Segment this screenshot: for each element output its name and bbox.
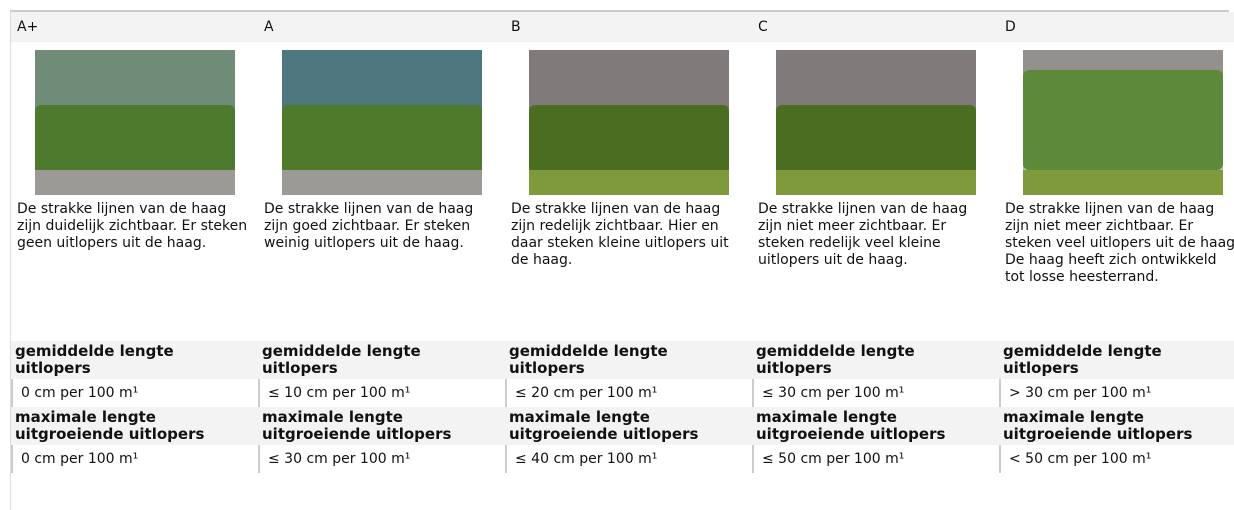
value: ≤ 30 cm per 100 m¹	[258, 445, 505, 473]
grade: D	[999, 12, 1234, 42]
table: A+ De strakke lijnen van de haag zijn du…	[10, 10, 1234, 510]
photo	[1022, 50, 1223, 195]
value: ≤ 10 cm per 100 m¹	[258, 379, 505, 407]
value: 0 cm per 100 m¹	[11, 445, 258, 473]
photo	[528, 50, 729, 195]
heading: gemiddelde lengte uitlopers	[11, 341, 258, 379]
description: De strakke lijnen van de haag zijn duide…	[17, 201, 248, 251]
value: > 30 cm per 100 m¹	[999, 379, 1234, 407]
heading: gemiddelde lengte uitlopers	[999, 341, 1234, 379]
column: B De strakke lijnen van de haag zijn red…	[505, 12, 752, 510]
grade: B	[505, 12, 752, 42]
description: De strakke lijnen van de haag zijn redel…	[511, 201, 729, 268]
grade: C	[752, 12, 999, 42]
value: ≤ 30 cm per 100 m¹	[752, 379, 999, 407]
grade: A+	[11, 12, 258, 42]
value: < 50 cm per 100 m¹	[999, 445, 1234, 473]
description: De strakke lijnen van de haag zijn niet …	[758, 201, 968, 268]
heading: maximale lengte uitgroeiende uitlopers	[11, 407, 258, 445]
photo	[281, 50, 482, 195]
column: C De strakke lijnen van de haag zijn nie…	[752, 12, 999, 510]
heading: gemiddelde lengte uitlopers	[258, 341, 505, 379]
description: De strakke lijnen van de haag zijn niet …	[1005, 201, 1234, 285]
value: 0 cm per 100 m¹	[11, 379, 258, 407]
value: ≤ 50 cm per 100 m¹	[752, 445, 999, 473]
column: D De strakke lijnen van de haag zijn nie…	[999, 12, 1234, 510]
heading: gemiddelde lengte uitlopers	[505, 341, 752, 379]
value: ≤ 40 cm per 100 m¹	[505, 445, 752, 473]
heading: maximale lengte uitgroeiende uitlopers	[258, 407, 505, 445]
heading: maximale lengte uitgroeiende uitlopers	[505, 407, 752, 445]
heading: maximale lengte uitgroeiende uitlopers	[752, 407, 999, 445]
grade: A	[258, 12, 505, 42]
column: A De strakke lijnen van de haag zijn goe…	[258, 12, 505, 510]
heading: gemiddelde lengte uitlopers	[752, 341, 999, 379]
value: ≤ 20 cm per 100 m¹	[505, 379, 752, 407]
photo	[775, 50, 976, 195]
photo	[34, 50, 235, 195]
heading: maximale lengte uitgroeiende uitlopers	[999, 407, 1234, 445]
description: De strakke lijnen van de haag zijn goed …	[264, 201, 474, 251]
column: A+ De strakke lijnen van de haag zijn du…	[11, 12, 258, 510]
